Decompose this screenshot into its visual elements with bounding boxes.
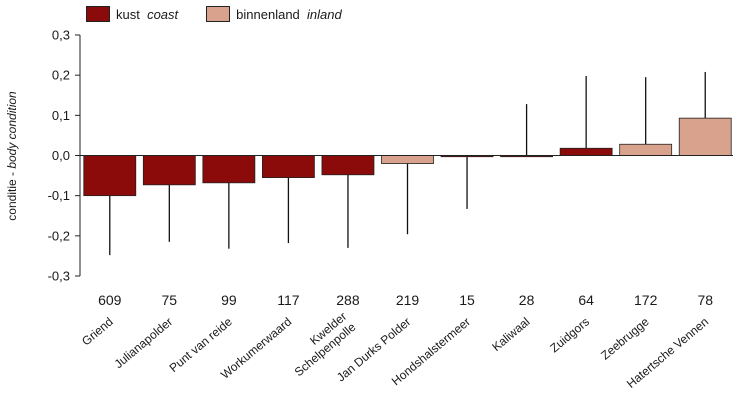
count-label: 288 [336, 292, 360, 308]
y-tick-label: 0,1 [52, 108, 70, 123]
bar [559, 147, 613, 156]
y-tick-label: -0,2 [48, 228, 70, 243]
count-label: 28 [519, 292, 535, 308]
count-label: 117 [277, 292, 300, 308]
category-label: Zuidgors [547, 315, 592, 356]
count-label: 219 [396, 292, 420, 308]
y-tick-label: 0,3 [52, 28, 70, 43]
count-label: 78 [697, 292, 713, 308]
bar [142, 155, 196, 186]
legend-label-coast: kust coast [116, 6, 179, 22]
y-tick-label: -0,3 [48, 269, 70, 284]
legend-swatch-coast [86, 6, 110, 22]
bar [83, 155, 137, 197]
y-tick-label: 0,2 [52, 68, 70, 83]
count-label: 64 [578, 292, 594, 308]
legend-label-inland: binnenland inland [236, 6, 342, 22]
bar [381, 155, 434, 164]
count-label: 99 [221, 292, 237, 308]
count-label: 172 [634, 292, 658, 308]
category-label: Kaliwaal [489, 315, 532, 354]
category-label: Griend [79, 315, 116, 349]
legend-item-inland: binnenland inland [206, 6, 342, 22]
bar [202, 155, 256, 184]
y-tick-label: -0,1 [48, 188, 70, 203]
category-label: Zeebrugge [598, 314, 652, 362]
y-axis-label: conditie - body condition [5, 91, 19, 221]
bar [619, 143, 673, 156]
legend-swatch-inland [206, 6, 231, 22]
y-tick-label: 0,0 [52, 148, 70, 163]
category-label: Julianapolder [112, 315, 176, 372]
bar [678, 117, 732, 156]
count-label: 75 [162, 292, 178, 308]
count-label: 15 [459, 292, 475, 308]
bar [262, 155, 315, 178]
bar [321, 155, 375, 176]
legend: kust coast binnenland inland [86, 6, 370, 22]
count-label: 609 [98, 292, 122, 308]
legend-item-coast: kust coast [86, 6, 178, 22]
